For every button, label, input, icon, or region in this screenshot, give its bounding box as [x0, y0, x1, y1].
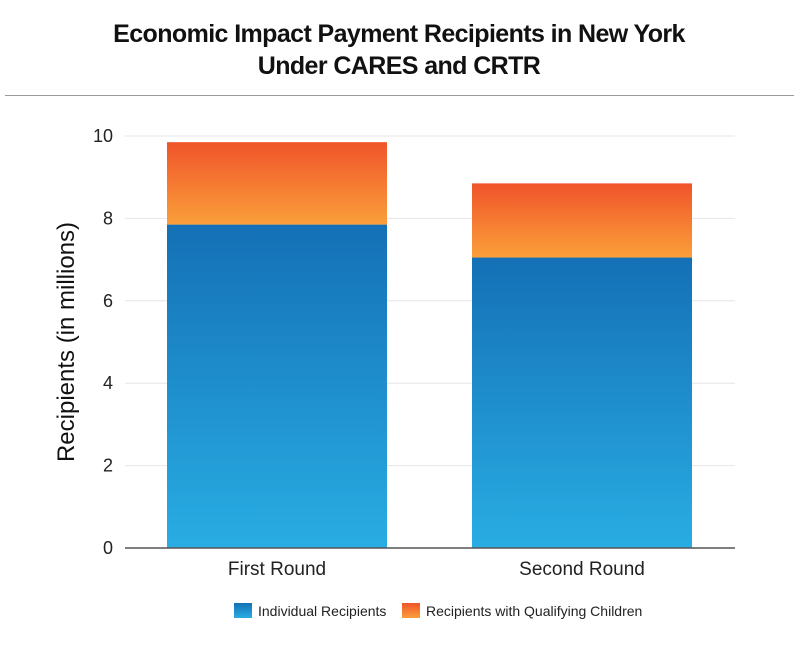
bar-segment-children	[167, 142, 387, 225]
y-tick-label: 6	[103, 291, 113, 311]
legend-label: Recipients with Qualifying Children	[426, 603, 642, 619]
x-category-label: First Round	[228, 559, 326, 580]
chart-title: Economic Impact Payment Recipients in Ne…	[0, 18, 798, 82]
bars	[167, 142, 692, 548]
legend-swatch	[402, 603, 420, 618]
y-tick-label: 8	[103, 208, 113, 228]
bar-segment-children	[472, 183, 692, 258]
y-tick-label: 0	[103, 538, 113, 558]
legend: Individual Recipients Recipients with Qua…	[234, 603, 642, 619]
y-axis-ticks: 0 2 4 6 8 10	[93, 126, 113, 558]
legend-label: Individual Recipients	[258, 603, 386, 619]
y-tick-label: 10	[93, 126, 113, 146]
title-divider	[5, 95, 794, 96]
chart-title-line-2: Under CARES and CRTR	[257, 52, 541, 80]
legend-item-children: Recipients with Qualifying Children	[402, 603, 642, 619]
legend-swatch	[234, 603, 252, 618]
bar-segment-individual	[167, 224, 387, 548]
y-tick-label: 2	[103, 456, 113, 476]
x-category-label: Second Round	[519, 559, 645, 580]
bar-segment-individual	[472, 257, 692, 548]
chart-title-line-1: Economic Impact Payment Recipients in Ne…	[113, 20, 685, 48]
y-tick-label: 4	[103, 373, 113, 393]
legend-item-individual: Individual Recipients	[234, 603, 386, 619]
y-axis-title: Recipients (in millions)	[53, 222, 80, 462]
x-axis-labels: First Round Second Round	[228, 559, 645, 580]
